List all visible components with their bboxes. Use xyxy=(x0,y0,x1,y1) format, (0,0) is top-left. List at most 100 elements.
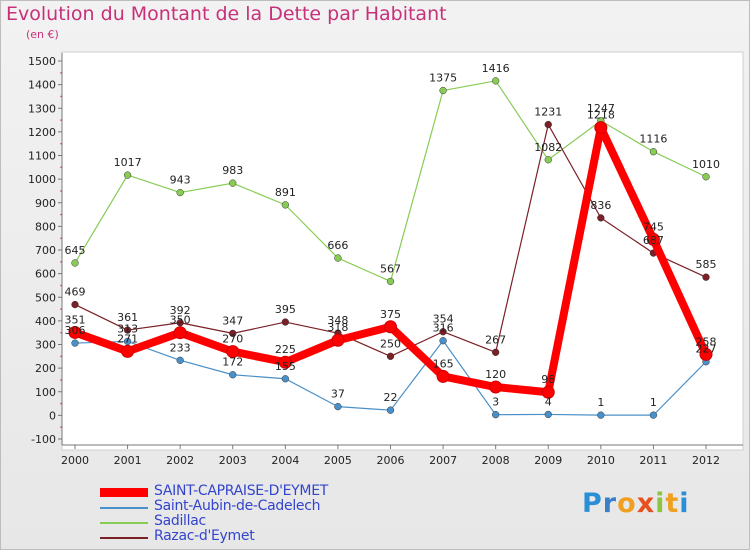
data-point-saint-capraise-d-eymet xyxy=(646,232,660,246)
line-chart: -100 0 100 200 300 400 500 600 700 800 900 1000 1100… xyxy=(28,51,744,467)
data-point-sadillac xyxy=(439,86,447,95)
data-point-razac-d-eymet xyxy=(176,319,184,327)
y-tick-label: 0 xyxy=(49,409,56,422)
data-point-saint-capraise-d-eymet xyxy=(331,333,345,347)
data-label-razac-d-eymet: 469 xyxy=(65,286,86,299)
data-point-sadillac xyxy=(492,77,500,85)
data-point-sadillac xyxy=(229,179,237,187)
y-minor-tick xyxy=(60,261,62,263)
data-label-sadillac: 1010 xyxy=(692,158,720,171)
y-tick-label: 1400 xyxy=(28,79,56,92)
legend-label: Sadillac xyxy=(154,513,206,529)
data-point-saint-capraise-d-eymet xyxy=(384,320,397,334)
y-minor-tick xyxy=(60,95,62,98)
data-label-saint-aubin-de-cadelech: 3 xyxy=(492,396,499,409)
data-label-razac-d-eymet: 250 xyxy=(380,337,401,350)
data-point-sadillac xyxy=(281,201,289,209)
y-minor-tick xyxy=(60,379,62,381)
data-label-saint-aubin-de-cadelech: 233 xyxy=(170,341,191,354)
data-point-saint-capraise-d-eymet xyxy=(699,347,713,361)
data-label-razac-d-eymet: 347 xyxy=(222,314,243,327)
y-minor-tick xyxy=(60,190,62,192)
data-label-saint-capraise-d-eymet: 375 xyxy=(380,308,401,321)
data-point-razac-d-eymet xyxy=(439,328,447,336)
y-tick-label: 800 xyxy=(35,220,56,233)
y-tick-label: 1200 xyxy=(28,126,56,139)
data-label-razac-d-eymet: 267 xyxy=(485,333,506,346)
y-tick-label: 1100 xyxy=(28,150,56,163)
x-tick-label: 2009 xyxy=(534,454,562,467)
data-label-saint-capraise-d-eymet: 350 xyxy=(170,314,191,327)
data-label-sadillac: 666 xyxy=(327,239,348,252)
y-tick-label: 100 xyxy=(35,386,56,399)
data-point-saint-aubin-de-cadelech xyxy=(439,337,447,345)
logo-letter: o xyxy=(617,488,637,519)
data-label-saint-aubin-de-cadelech: 227 xyxy=(696,343,717,356)
data-label-razac-d-eymet: 1231 xyxy=(534,106,562,119)
data-point-saint-capraise-d-eymet xyxy=(489,380,503,394)
data-point-saint-aubin-de-cadelech xyxy=(176,356,184,364)
y-minor-tick xyxy=(60,355,62,358)
x-tick-label: 2007 xyxy=(429,454,457,467)
data-point-saint-aubin-de-cadelech xyxy=(492,411,500,419)
proxiti-logo: Proxiti xyxy=(582,488,690,519)
legend-swatch xyxy=(100,488,148,497)
data-point-razac-d-eymet xyxy=(229,329,237,338)
legend-label: Razac-d'Eymet xyxy=(154,528,255,544)
logo-letter: x xyxy=(636,488,656,519)
data-point-saint-aubin-de-cadelech xyxy=(229,371,237,379)
x-tick-label: 2000 xyxy=(61,454,89,467)
data-label-saint-capraise-d-eymet: 745 xyxy=(643,220,664,233)
data-label-saint-capraise-d-eymet: 318 xyxy=(327,321,348,334)
y-tick-label: 1500 xyxy=(28,55,56,68)
data-label-sadillac: 1017 xyxy=(114,156,142,169)
data-point-razac-d-eymet xyxy=(123,326,132,334)
chart-unit: (en €) xyxy=(26,28,59,41)
data-point-saint-aubin-de-cadelech xyxy=(334,402,342,411)
x-tick-label: 2003 xyxy=(219,454,247,467)
x-tick-label: 2012 xyxy=(692,454,720,467)
data-point-sadillac xyxy=(544,156,552,164)
data-label-sadillac: 1082 xyxy=(534,141,562,154)
data-point-razac-d-eymet xyxy=(386,352,395,360)
data-point-saint-capraise-d-eymet xyxy=(173,326,187,340)
data-point-saint-aubin-de-cadelech xyxy=(386,406,395,414)
y-minor-tick xyxy=(60,166,62,169)
data-point-sadillac xyxy=(702,173,710,181)
data-label-saint-capraise-d-eymet: 225 xyxy=(275,343,296,356)
legend-swatch xyxy=(100,522,148,524)
logo-letter: P xyxy=(582,488,603,519)
data-point-razac-d-eymet xyxy=(702,273,710,281)
data-label-sadillac: 891 xyxy=(275,186,296,199)
data-label-razac-d-eymet: 836 xyxy=(590,199,611,212)
y-tick-label: 1000 xyxy=(28,173,56,186)
data-point-razac-d-eymet xyxy=(492,348,500,356)
y-tick-label: -100 xyxy=(31,433,56,446)
y-tick-label: 1300 xyxy=(28,102,56,115)
data-point-saint-capraise-d-eymet xyxy=(68,325,82,339)
legend-label: Saint-Aubin-de-Cadelech xyxy=(154,498,321,514)
legend-swatch xyxy=(100,537,148,539)
data-label-saint-capraise-d-eymet: 165 xyxy=(433,357,454,370)
data-point-razac-d-eymet xyxy=(281,318,289,326)
y-tick-label: 200 xyxy=(35,362,56,375)
data-point-saint-aubin-de-cadelech xyxy=(71,339,79,347)
data-label-saint-aubin-de-cadelech: 22 xyxy=(384,391,398,404)
data-point-sadillac xyxy=(123,171,132,179)
y-minor-tick xyxy=(60,119,62,121)
y-minor-tick xyxy=(60,331,62,334)
data-point-razac-d-eymet xyxy=(597,214,605,222)
data-point-saint-aubin-de-cadelech xyxy=(123,337,132,346)
x-tick-label: 2004 xyxy=(271,454,299,467)
y-minor-tick xyxy=(60,308,62,310)
y-minor-tick xyxy=(60,426,62,428)
x-tick-label: 2008 xyxy=(482,454,510,467)
data-label-saint-aubin-de-cadelech: 316 xyxy=(433,322,454,335)
y-tick-label: 700 xyxy=(35,244,56,257)
data-point-sadillac xyxy=(176,188,184,197)
data-point-sadillac xyxy=(649,148,658,156)
y-minor-tick xyxy=(60,237,62,239)
data-point-saint-capraise-d-eymet xyxy=(226,345,240,359)
data-point-saint-capraise-d-eymet xyxy=(121,344,135,358)
x-tick-label: 2005 xyxy=(324,454,352,467)
